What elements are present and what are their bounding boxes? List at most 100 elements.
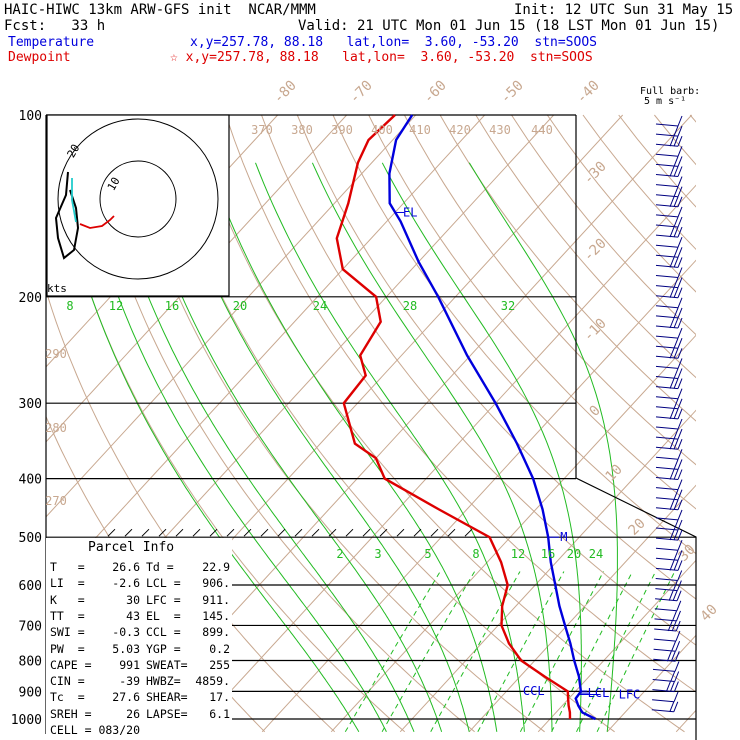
tropopause-hatch [430,528,439,537]
wind-barb-flag [673,216,679,228]
isotherm [606,634,696,733]
wind-barb-flag [673,681,679,692]
hodograph-trace-red [79,215,115,229]
theta-label: 280 [45,421,67,435]
parcel-cell: -0.3 [112,625,140,640]
isotherm-label: 10 [603,462,626,485]
init-time: Init: 12 UTC Sun 31 May 15 [514,2,734,18]
wind-barb-flag [666,651,672,662]
wind-barb-flag [677,418,683,430]
wind-barb-flag [669,560,675,571]
wind-barb-shaft [655,487,679,491]
isotherm-label: -70 [347,78,376,107]
dewpoint-location: ☆ x,y=257.78, 88.18 lat,lon= 3.60, -53.2… [170,50,593,65]
wind-barb-flag [669,257,675,268]
wind-barb-flag [668,590,674,601]
wind-barb-flag [665,681,671,692]
parcel-cell: 083/20 [98,723,140,737]
tropopause-hatch [243,528,252,537]
mixing-ratio-label: 20 [233,299,247,313]
wind-barb-flag [677,166,683,177]
wind-barb-flag [677,378,683,389]
tropopause-hatch [226,528,235,537]
wind-barb-shaft [655,123,679,127]
wind-barb-flag [677,439,683,450]
parcel-cell: SREH = [50,706,92,721]
tropopause-hatch [192,528,201,537]
tropopause-hatch [447,528,456,537]
wind-barb-flag [677,529,683,541]
wind-barb-flag [673,156,679,167]
valid-time: Valid: 21 UTC Mon 01 Jun 15 (18 LST Mon … [298,18,720,34]
wind-barb-shaft [655,517,679,521]
tropopause-hatch [294,528,303,537]
wind-barb-shaft [655,244,679,248]
wind-barb-flag [677,247,683,258]
wind-barb-flag [669,287,675,298]
wind-barb-flag [673,701,679,712]
wind-barb-flag [673,247,679,258]
wind-barb-flag [672,590,678,601]
parcel-cell: LFC = [146,592,181,607]
tropopause-hatch [464,528,473,537]
parcel-cell: SHEAR= [146,690,188,705]
pressure-tick-label: 800 [19,654,42,669]
svg-text:10: 10 [105,175,123,193]
parcel-cell: 30 [126,592,140,607]
pressure-tick-label: 100 [19,109,42,124]
tropopause-hatch [396,528,405,537]
wind-barb-flag [677,307,683,319]
wind-barb-shaft [655,426,679,430]
wind-barb-shaft [655,396,679,400]
pressure-tick-label: 200 [19,291,42,306]
wind-barb-shaft [655,578,678,581]
wind-barb-shaft [653,638,676,642]
parcel-cell: CAPE = [50,657,92,672]
theta-label: 400 [371,123,393,137]
mixing-ratio-label: 12 [109,299,123,313]
wind-barb-flag [675,630,681,642]
moist-adiabat [468,162,618,732]
isotherm-label: -80 [271,78,300,107]
dry-adiabat [439,114,696,422]
theta-label: 430 [489,123,511,137]
wind-barb-flag [669,499,675,510]
dry-adiabat [118,114,545,733]
wind-barb-flag [673,317,679,329]
wind-barb-shaft [652,668,676,672]
parcel-cell: SWI = [50,625,85,640]
wind-barb-flag [673,459,679,470]
wind-barb-flag [675,641,681,652]
wind-barb-flag [673,166,679,177]
wind-barbs [651,115,683,713]
parcel-cell: -2.6 [112,576,140,591]
isotherm [261,259,696,733]
parcel-cell: SWEAT= [146,657,188,672]
parcel-cell: LI = [50,576,85,591]
wind-barb-flag [677,287,683,298]
wind-barb-flag [677,156,683,167]
wind-barb-flag [677,358,683,369]
wind-barb-shaft [655,275,679,278]
level-marker-label: EL [403,205,417,219]
wind-barb-flag [673,519,679,531]
wind-barb-shaft [655,335,679,339]
parcel-cell: HWBZ= [146,674,181,689]
temperature-location: x,y=257.78, 88.18 lat,lon= 3.60, -53.20 … [190,35,597,50]
isotherm [46,114,348,443]
parcel-cell: 26.6 [112,560,140,574]
parcel-cell: EL = [146,608,181,623]
wind-barb-shaft [655,305,679,309]
parcel-cell: 17. [209,690,230,705]
tropopause-hatch [328,528,337,537]
wind-barb-flag [669,529,675,541]
isotherm-label: -60 [421,78,450,107]
wind-barb-flag [677,428,683,440]
isotherm [46,114,417,518]
wind-barb-flag [673,439,679,450]
dry-adiabat [296,114,696,600]
wind-barb-flag [676,590,682,601]
wind-barb-shaft [655,214,679,218]
theta-label: 440 [531,123,553,137]
wind-barb-shaft [652,699,675,703]
